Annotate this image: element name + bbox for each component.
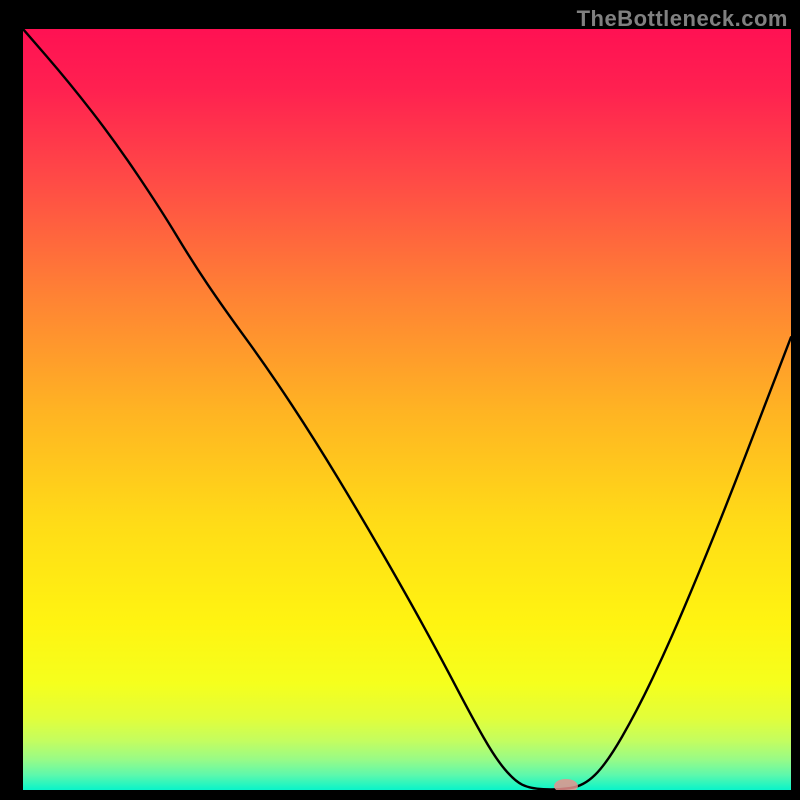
gradient-background — [23, 29, 791, 790]
plot-area — [23, 29, 791, 790]
watermark-label: TheBottleneck.com — [577, 6, 788, 32]
chart-frame: TheBottleneck.com — [0, 0, 800, 800]
